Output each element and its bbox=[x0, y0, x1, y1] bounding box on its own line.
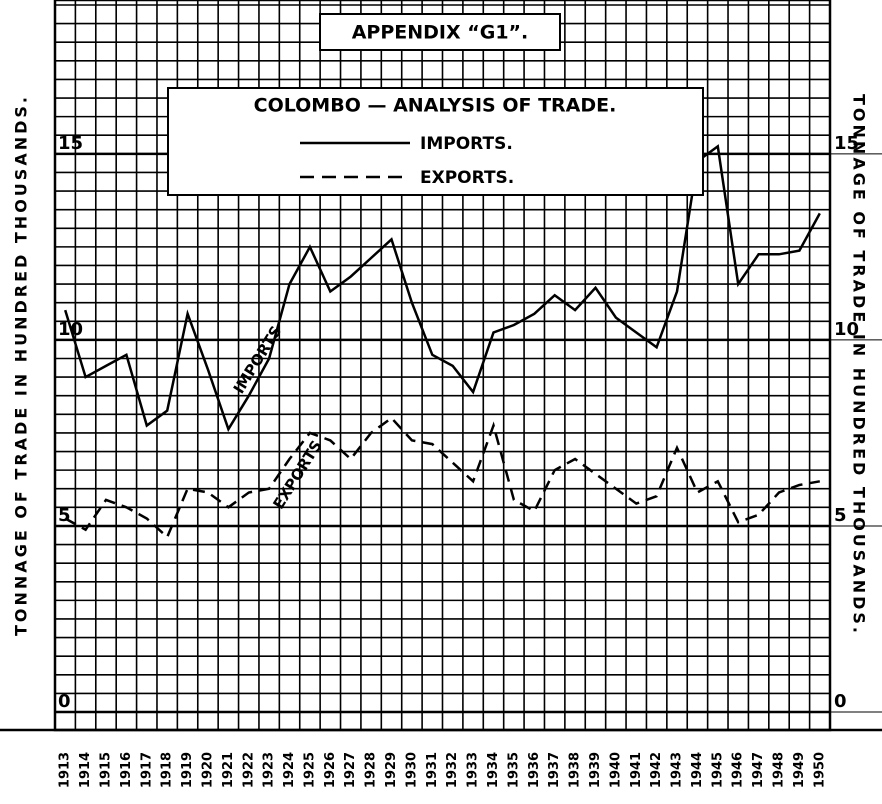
x-tick-label: 1938 bbox=[568, 752, 583, 788]
x-tick-label: 1916 bbox=[119, 752, 134, 788]
x-tick-label: 1943 bbox=[670, 752, 685, 788]
legend-label: IMPORTS. bbox=[420, 134, 513, 154]
x-tick-label: 1933 bbox=[466, 752, 481, 788]
x-tick-label: 1946 bbox=[731, 752, 746, 788]
x-tick-label: 1948 bbox=[772, 752, 787, 788]
x-tick-label: 1914 bbox=[78, 752, 93, 788]
y2-axis-label: TONNAGE OF TRADE IN HUNDRED THOUSANDS. bbox=[850, 94, 869, 636]
x-tick-label: 1931 bbox=[425, 752, 440, 788]
x-tick-label: 1915 bbox=[98, 752, 113, 788]
x-tick-label: 1923 bbox=[262, 752, 277, 788]
title-box bbox=[319, 13, 561, 51]
x-tick-label: 1934 bbox=[486, 752, 501, 788]
x-tick-label: 1921 bbox=[221, 752, 236, 788]
x-tick-label: 1950 bbox=[812, 752, 827, 788]
x-tick-label: 1947 bbox=[751, 752, 766, 788]
x-tick-label: 1939 bbox=[588, 752, 603, 788]
y-tick-label: 0 bbox=[58, 691, 71, 712]
x-tick-label: 1935 bbox=[506, 752, 521, 788]
y2-tick-label: 5 bbox=[834, 505, 847, 526]
y2-tick-label: 10 bbox=[834, 319, 859, 340]
y-tick-label: 5 bbox=[58, 505, 71, 526]
x-tick-label: 1932 bbox=[445, 752, 460, 788]
series-line bbox=[64, 416, 821, 540]
chart-subtitle: COLOMBO — ANALYSIS OF TRADE. bbox=[254, 95, 617, 117]
y2-tick-label: 15 bbox=[834, 133, 859, 154]
y2-tick-label: 0 bbox=[834, 691, 847, 712]
legend-label: EXPORTS. bbox=[420, 168, 514, 188]
y-tick-label: 15 bbox=[58, 133, 83, 154]
x-tick-label: 1918 bbox=[160, 752, 175, 788]
x-tick-label: 1929 bbox=[384, 752, 399, 788]
x-tick-label: 1920 bbox=[200, 752, 215, 788]
x-tick-label: 1937 bbox=[547, 752, 562, 788]
x-tick-label: 1927 bbox=[343, 752, 358, 788]
x-tick-label: 1924 bbox=[282, 752, 297, 788]
x-tick-label: 1936 bbox=[527, 752, 542, 788]
x-tick-label: 1922 bbox=[241, 752, 256, 788]
x-tick-label: 1913 bbox=[58, 752, 73, 788]
x-tick-label: 1919 bbox=[180, 752, 195, 788]
chart-title: APPENDIX “G1”. bbox=[352, 22, 529, 44]
x-tick-label: 1949 bbox=[792, 752, 807, 788]
x-tick-label: 1945 bbox=[710, 752, 725, 788]
x-tick-label: 1941 bbox=[629, 752, 644, 788]
x-tick-label: 1917 bbox=[139, 752, 154, 788]
y-axis-label: TONNAGE OF TRADE IN HUNDRED THOUSANDS. bbox=[12, 94, 31, 636]
x-tick-label: 1928 bbox=[364, 752, 379, 788]
legend-box bbox=[167, 87, 704, 196]
x-tick-label: 1930 bbox=[404, 752, 419, 788]
x-tick-label: 1925 bbox=[302, 752, 317, 788]
x-tick-label: 1940 bbox=[608, 752, 623, 788]
x-tick-label: 1942 bbox=[649, 752, 664, 788]
x-tick-label: 1926 bbox=[323, 752, 338, 788]
x-tick-label: 1944 bbox=[690, 752, 705, 788]
